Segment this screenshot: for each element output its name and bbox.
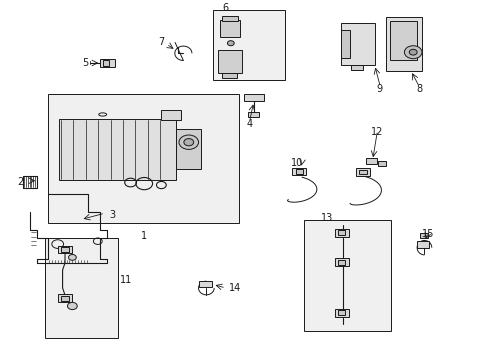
Bar <box>341 30 349 58</box>
Text: 3: 3 <box>109 210 115 220</box>
Bar <box>217 50 242 73</box>
Text: 9: 9 <box>376 84 382 94</box>
Bar <box>295 169 303 174</box>
Circle shape <box>408 49 416 55</box>
Text: 7: 7 <box>158 37 164 48</box>
Bar <box>304 220 390 331</box>
Bar <box>377 161 386 166</box>
Text: 15: 15 <box>421 229 434 239</box>
Bar <box>341 23 374 65</box>
Text: 13: 13 <box>320 213 332 223</box>
Bar <box>221 16 238 21</box>
Bar <box>292 168 305 175</box>
Bar <box>198 281 212 287</box>
Circle shape <box>404 46 421 59</box>
Circle shape <box>179 135 198 149</box>
Text: 4: 4 <box>246 119 252 129</box>
Bar <box>334 229 348 237</box>
Bar <box>419 233 427 238</box>
Bar <box>248 112 259 117</box>
Bar <box>221 73 237 78</box>
Bar <box>58 294 72 302</box>
Bar <box>337 230 345 235</box>
Bar <box>58 246 72 253</box>
Bar <box>102 60 108 66</box>
Bar <box>337 260 345 265</box>
Text: 12: 12 <box>370 127 383 138</box>
Circle shape <box>68 255 76 260</box>
Text: 2: 2 <box>18 177 23 187</box>
Bar <box>386 17 421 71</box>
Text: 10: 10 <box>290 158 303 168</box>
Bar <box>359 170 366 174</box>
Bar <box>219 20 240 37</box>
Bar <box>100 59 115 67</box>
Bar <box>176 129 201 169</box>
Bar <box>243 94 264 101</box>
Bar <box>389 21 416 60</box>
Bar <box>334 309 348 317</box>
Text: 11: 11 <box>120 275 132 285</box>
Circle shape <box>227 41 234 46</box>
Text: 6: 6 <box>223 3 228 13</box>
Circle shape <box>183 139 193 146</box>
Bar <box>45 238 118 338</box>
Bar <box>161 110 181 120</box>
Bar <box>334 258 348 266</box>
Bar <box>355 168 369 176</box>
Bar <box>350 65 363 70</box>
Text: 5: 5 <box>82 58 88 68</box>
Bar <box>48 94 238 223</box>
Bar <box>212 10 285 80</box>
Bar <box>337 310 345 315</box>
Bar <box>61 247 69 252</box>
Text: 14: 14 <box>228 283 241 293</box>
Bar <box>59 119 176 180</box>
Circle shape <box>67 302 77 310</box>
Text: 1: 1 <box>141 231 147 241</box>
Bar <box>416 241 428 248</box>
Bar <box>365 158 376 164</box>
Text: 8: 8 <box>416 84 422 94</box>
Bar <box>61 296 69 301</box>
